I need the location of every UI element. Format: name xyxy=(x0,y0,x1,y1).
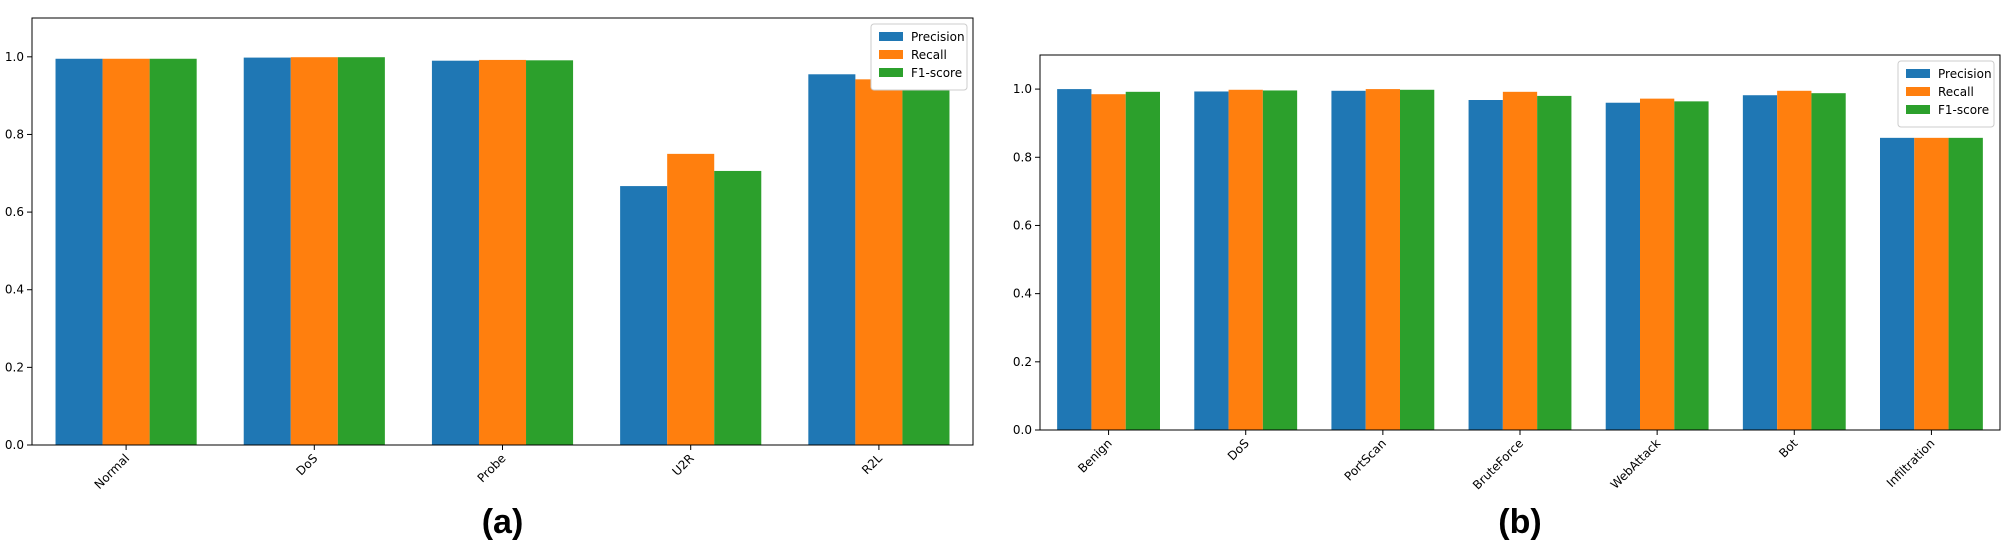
x-tick-label: Bot xyxy=(1776,436,1800,460)
y-tick-label: 0.4 xyxy=(5,283,24,297)
legend-swatch xyxy=(1906,69,1930,78)
y-tick-label: 0.6 xyxy=(5,205,24,219)
bar xyxy=(290,57,338,446)
legend-swatch xyxy=(1906,87,1930,96)
bar xyxy=(1811,93,1846,430)
bar xyxy=(667,153,715,445)
bar xyxy=(102,58,150,445)
bar xyxy=(1091,94,1126,431)
x-tick-label: PortScan xyxy=(1342,436,1389,483)
x-tick-label: Benign xyxy=(1075,436,1114,475)
legend-label: Recall xyxy=(1938,85,1974,99)
bar xyxy=(808,74,856,445)
bar xyxy=(149,58,197,445)
bar xyxy=(1640,98,1675,431)
y-tick-label: 0.0 xyxy=(5,438,24,452)
y-tick-label: 0.4 xyxy=(1013,287,1032,301)
bar xyxy=(620,186,668,445)
panel-caption: (b) xyxy=(1498,503,1541,541)
bar xyxy=(1948,137,1983,430)
bar xyxy=(431,60,479,445)
bar xyxy=(1537,95,1572,430)
y-tick-label: 0.6 xyxy=(1013,218,1032,232)
x-tick-label: U2R xyxy=(669,451,696,478)
bar xyxy=(1331,90,1366,430)
legend-swatch xyxy=(1906,105,1930,114)
y-tick-label: 1.0 xyxy=(5,50,24,64)
legend-label: F1-score xyxy=(911,66,962,80)
y-tick-label: 0.0 xyxy=(1013,423,1032,437)
x-tick-label: Normal xyxy=(92,451,133,492)
bar xyxy=(526,60,574,445)
bar xyxy=(1262,90,1298,431)
bar xyxy=(902,77,950,446)
bar xyxy=(1880,137,1915,430)
x-tick-label: Infiltration xyxy=(1884,436,1938,490)
legend-swatch xyxy=(879,68,903,77)
x-tick-label: WebAttack xyxy=(1608,436,1664,492)
bar xyxy=(1777,90,1812,430)
bar xyxy=(478,59,527,445)
x-tick-label: Probe xyxy=(475,451,509,485)
y-tick-label: 0.8 xyxy=(1013,150,1032,164)
y-tick-label: 0.2 xyxy=(1013,355,1032,369)
x-tick-label: DoS xyxy=(293,451,320,478)
x-tick-label: DoS xyxy=(1225,436,1252,463)
bar xyxy=(1057,89,1092,430)
bar xyxy=(55,58,103,445)
bar xyxy=(1674,101,1709,430)
bar xyxy=(855,79,903,445)
bar xyxy=(1502,91,1538,431)
axes-frame xyxy=(31,17,974,446)
bar xyxy=(714,170,762,445)
legend-label: F1-score xyxy=(1938,103,1989,117)
bar xyxy=(1605,102,1640,431)
bar xyxy=(1228,89,1263,430)
axes-frame xyxy=(1039,54,2001,431)
bar xyxy=(1742,95,1778,431)
x-tick-label: R2L xyxy=(859,451,885,477)
bar xyxy=(1914,137,1949,430)
x-tick-label: BruteForce xyxy=(1470,436,1526,492)
legend-label: Recall xyxy=(911,48,947,62)
y-tick-label: 1.0 xyxy=(1013,82,1032,96)
y-tick-label: 0.8 xyxy=(5,127,24,141)
bar xyxy=(1468,100,1503,430)
bar xyxy=(1400,89,1435,430)
bar xyxy=(1125,91,1160,431)
bar xyxy=(337,57,385,446)
bar xyxy=(1194,91,1229,431)
panel-caption: (a) xyxy=(482,503,524,541)
bar xyxy=(243,57,291,446)
legend-swatch xyxy=(879,32,903,41)
legend-label: Precision xyxy=(1938,67,1992,81)
bar xyxy=(1365,89,1400,430)
legend-swatch xyxy=(879,50,903,59)
y-tick-label: 0.2 xyxy=(5,360,24,374)
legend-label: Precision xyxy=(911,30,965,44)
